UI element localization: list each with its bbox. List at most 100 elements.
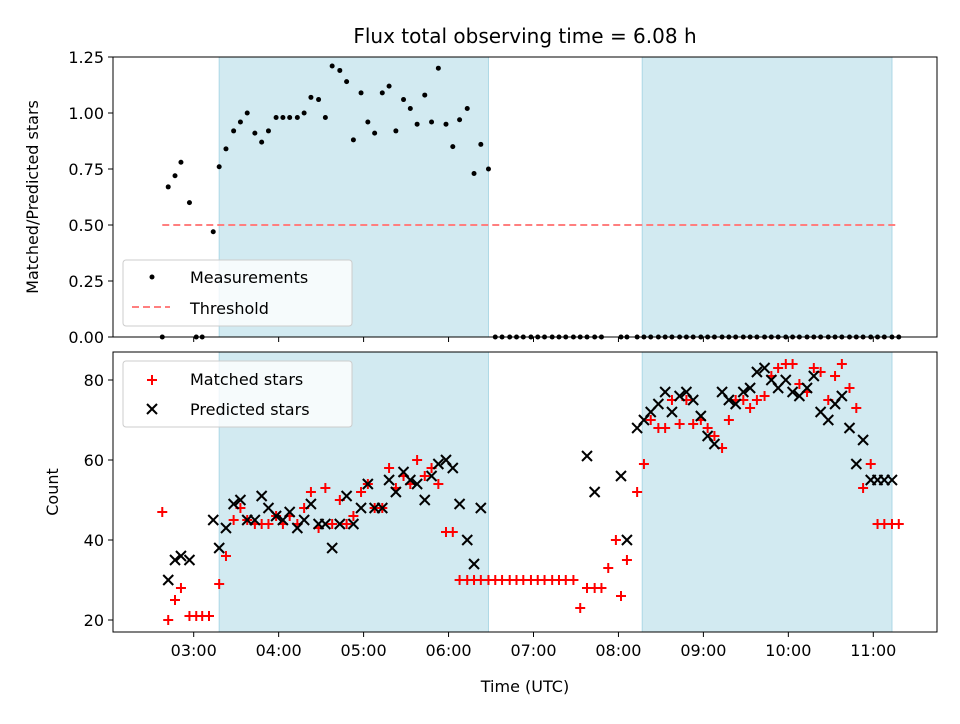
measurement-point [344,79,350,85]
predicted-star-point [162,574,174,586]
measurement-point [485,166,491,172]
matched-star-point [263,519,274,529]
predicted-star-point [255,490,268,502]
matched-star-point [203,611,214,621]
matched-star-point [674,419,685,429]
predicted-star-point [362,478,374,490]
measurement-point [337,67,343,73]
predicted-star-point [419,494,431,506]
matched-star-point [575,603,586,613]
observing-window-2 [641,56,893,338]
predicted-star-point [234,494,247,506]
matched-star-point [175,583,186,593]
measurement-point [429,119,435,125]
predicted-star-point [615,470,627,482]
predicted-star-point [468,558,480,570]
matched-star-point [808,363,819,373]
x-tick-label: 10:00 [765,641,811,660]
legend-predicted-marker [146,403,158,415]
bottom-panel: 20 40 60 80 03:00 04:00 05:00 06:00 07:00 08:00 09… [84,351,938,660]
x-tick-label: 11:00 [850,641,896,660]
x-tick-label: 05:00 [341,641,387,660]
y-tick-label: 1.00 [68,104,104,123]
predicted-star-point [758,362,771,374]
matched-star-point [384,463,395,473]
x-tick-label: 06:00 [425,641,471,660]
measurement-point [301,110,307,116]
measurement-point [216,164,222,170]
matched-star-point [836,359,847,369]
matched-star-point [603,563,614,573]
matched-star-point [745,403,756,413]
predicted-star-point [786,386,799,398]
predicted-star-point [169,554,181,566]
matched-star-point [157,507,168,517]
predicted-star-point [298,514,310,526]
matched-star-point [615,591,626,601]
matched-star-point [865,459,876,469]
matched-star-point [220,551,231,561]
matched-star-point [688,419,699,429]
legend-matched-marker [147,375,157,385]
predicted-star-point [475,502,487,514]
predicted-star-point [581,450,593,462]
measurement-point [223,146,229,152]
measurement-point [244,110,250,116]
predicted-star-point [729,398,742,410]
predicted-star-point [751,366,763,378]
matched-star-point [341,519,352,529]
chart-title: Flux total observing time = 6.08 h [353,24,696,48]
measurement-point [237,119,243,125]
top-panel: 0.00 0.25 0.50 0.75 1.00 1.25 [68,48,938,347]
y-tick-label: 0.75 [68,160,104,179]
top-y-axis-label: Matched/Predicted stars [23,100,42,294]
predicted-star-point [340,490,353,502]
predicted-star-point [780,374,792,386]
matched-star-point [759,391,770,401]
matched-star-point [851,403,862,413]
predicted-star-point [411,478,423,490]
x-tick-label: 08:00 [595,641,641,660]
matched-star-point [787,359,798,369]
measurement-point [265,128,271,134]
measurement-point [393,128,399,134]
x-tick-label: 09:00 [680,641,726,660]
top-legend: Measurements Threshold [122,259,353,327]
series-measurements [159,63,902,340]
measurement-point [407,106,413,112]
plot-frame [112,56,938,338]
predicted-star-point [453,498,466,510]
predicted-star-point [744,382,756,394]
measurement-point [471,170,477,176]
matched-star-point [356,487,367,497]
predicted-star-point [652,398,665,410]
predicted-star-point [621,534,633,546]
measurement-point [422,92,428,98]
x-tick-label: 04:00 [256,641,302,660]
bottom-legend-box [122,360,353,428]
matched-star-point [228,515,239,525]
measurement-point [358,90,364,96]
matched-star-point [433,479,444,489]
matched-star-point [596,583,607,593]
predicted-star-point [390,486,402,498]
matched-star-point [305,487,316,497]
measurement-point [316,97,322,103]
measurement-point [259,139,265,145]
matched-star-point [723,415,734,425]
measurement-point [322,114,328,120]
plot-frame [112,351,938,633]
matched-star-point [327,519,338,529]
predicted-star-point [857,434,869,446]
predicted-star-point [305,498,317,510]
predicted-star-point [355,502,367,514]
predicted-star-point [227,498,240,510]
matched-star-point [214,579,225,589]
predicted-star-point [461,534,473,546]
predicted-star-point [404,474,417,486]
matched-star-point [632,487,643,497]
measurement-point [172,173,178,179]
x-tick-label: 03:00 [171,641,217,660]
legend-measurements-marker [149,274,155,280]
